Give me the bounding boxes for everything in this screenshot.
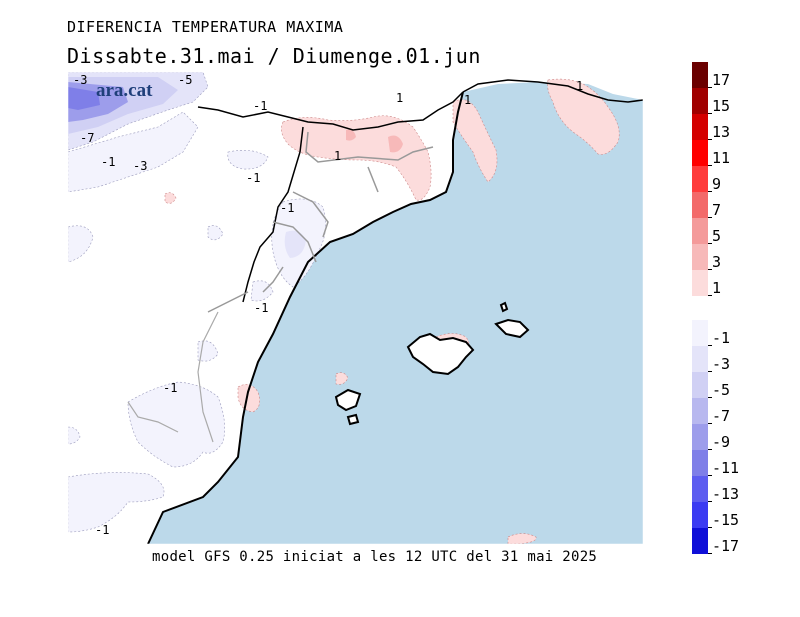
legend-negative-scale: -1 -3 -5 -7 -9 -11 -13 -15 -17 xyxy=(692,320,739,555)
legend-label: -15 xyxy=(712,511,739,529)
contour-label: 1 xyxy=(464,93,471,107)
legend-label: 17 xyxy=(712,71,730,89)
legend-swatch xyxy=(692,502,708,528)
region-border-aragon-catalonia xyxy=(242,126,304,303)
legend-swatch xyxy=(692,62,708,88)
legend-swatch xyxy=(692,166,708,192)
legend-swatch xyxy=(692,88,708,114)
legend-label: -1 xyxy=(712,329,730,347)
footer-note: model GFS 0.25 iniciat a les 12 UTC del … xyxy=(152,549,598,565)
island-eivissa xyxy=(334,388,362,412)
color-legend: 17 15 13 11 9 7 5 3 1 -1 -3 -5 -7 -9 -11 -13 -15 -17 xyxy=(692,62,739,555)
negative-anomaly-areas xyxy=(68,72,326,533)
contour-label: -3 xyxy=(133,159,147,173)
legend-swatch xyxy=(692,398,708,424)
island-dragonera xyxy=(499,301,509,313)
coastline-north xyxy=(462,79,643,103)
contour-label: 1 xyxy=(576,79,583,93)
legend-swatch xyxy=(692,192,708,218)
logo: ara.cat xyxy=(96,80,153,101)
legend-label: -9 xyxy=(712,433,730,451)
legend-swatch xyxy=(692,528,708,554)
contour-label: 1 xyxy=(396,91,403,105)
legend-swatch xyxy=(692,346,708,372)
legend-swatch xyxy=(692,372,708,398)
legend-label: 13 xyxy=(712,123,730,141)
temperature-difference-map: ara.cat -3 -5 -1 1 1 -7 -1 -3 -1 1 -1 1 … xyxy=(68,72,643,544)
contour-labels: -3 -5 -1 1 1 -7 -1 -3 -1 1 -1 1 -1 -1 -1 xyxy=(73,73,583,537)
contour-label: -3 xyxy=(73,73,87,87)
legend-label: -7 xyxy=(712,407,730,425)
contour-label: -1 xyxy=(246,171,260,185)
island-formentera xyxy=(346,413,360,426)
legend-label: 3 xyxy=(712,253,721,271)
contour-label: -1 xyxy=(101,155,115,169)
sea-area xyxy=(148,82,643,544)
legend-swatch xyxy=(692,424,708,450)
legend-label: 5 xyxy=(712,227,721,245)
legend-swatch xyxy=(692,244,708,270)
legend-swatch xyxy=(692,450,708,476)
legend-label: -13 xyxy=(712,485,739,503)
legend-label: -5 xyxy=(712,381,730,399)
contour-label: -1 xyxy=(280,201,294,215)
island-mallorca xyxy=(406,332,475,376)
legend-swatch xyxy=(692,114,708,140)
legend-swatch xyxy=(692,476,708,502)
province-border xyxy=(207,131,434,313)
legend-label: 1 xyxy=(712,279,721,297)
legend-label: 9 xyxy=(712,175,721,193)
contour-label: -5 xyxy=(178,73,192,87)
legend-swatch xyxy=(692,218,708,244)
coastline xyxy=(147,91,464,544)
contour-label: -1 xyxy=(253,99,267,113)
legend-swatch xyxy=(692,320,708,346)
country-border xyxy=(197,91,464,131)
legend-label: 15 xyxy=(712,97,730,115)
chart-title: DIFERENCIA TEMPERATURA MAXIMA xyxy=(67,18,344,36)
balearic-islands xyxy=(334,301,530,426)
contour-label: -1 xyxy=(95,523,109,537)
contour-label: -1 xyxy=(254,301,268,315)
legend-label: 11 xyxy=(712,149,730,167)
contour-label: -7 xyxy=(80,131,94,145)
legend-positive-scale: 17 15 13 11 9 7 5 3 1 xyxy=(692,62,730,297)
contour-label: -1 xyxy=(163,381,177,395)
legend-label: -3 xyxy=(712,355,730,373)
province-border-south xyxy=(127,311,219,443)
legend-swatch xyxy=(692,140,708,166)
island-menorca xyxy=(494,318,530,339)
chart-subtitle: Dissabte.31.mai / Diumenge.01.jun xyxy=(67,44,481,68)
legend-swatch xyxy=(692,270,708,296)
contour-label: 1 xyxy=(334,149,341,163)
legend-label: -11 xyxy=(712,459,739,477)
legend-label: 7 xyxy=(712,201,721,219)
legend-label: -17 xyxy=(712,537,739,555)
